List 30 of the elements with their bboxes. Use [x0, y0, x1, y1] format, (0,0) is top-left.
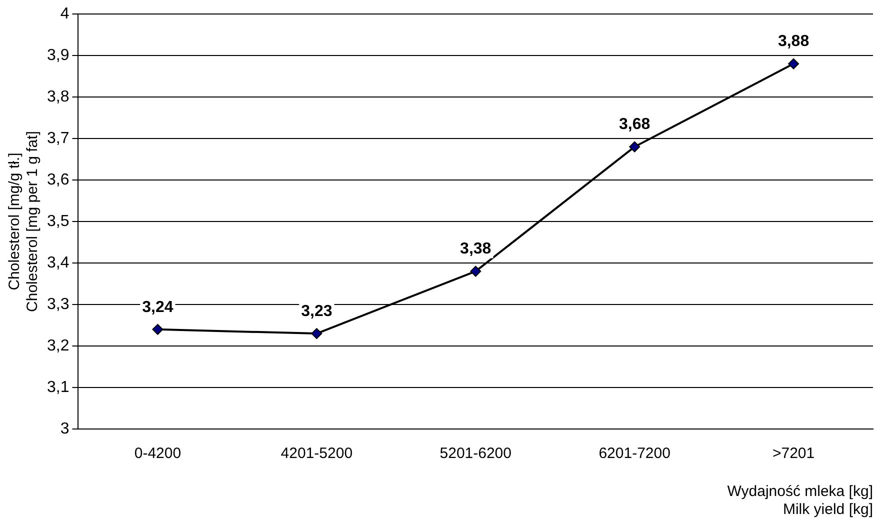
y-tick-label: 4	[60, 5, 70, 22]
point	[152, 324, 164, 335]
y-tick-label: 3,5	[46, 212, 70, 230]
text: Cholesterol [mg/g tł.]	[6, 152, 24, 290]
x-tick-label: 5201-6200	[440, 445, 512, 462]
y-tick-label: 3,3	[46, 296, 70, 313]
y-tick-label: 3,2	[46, 337, 70, 354]
y-tick-label: 3,4	[46, 254, 70, 272]
x-tick-label: >7201	[772, 445, 815, 462]
x-tick-label: 6201-7200	[598, 445, 670, 462]
data-label: 3,23	[301, 302, 332, 320]
data-label: 3,68	[619, 116, 650, 134]
y-tick-label: 3,7	[46, 130, 70, 147]
text: Wydajność mleka [kg]	[727, 483, 873, 500]
y-tick-label: 3,1	[46, 378, 70, 396]
y-tick-label: 3,8	[46, 88, 70, 106]
x-tick-label: 0-4200	[134, 445, 182, 462]
point	[788, 58, 800, 70]
y-tick-label: 3,6	[46, 171, 70, 188]
y-tick-label: 3	[60, 420, 70, 438]
data-label: 3,38	[460, 240, 492, 258]
point	[629, 141, 640, 152]
y-tick-label: 3,9	[46, 46, 70, 64]
point	[470, 266, 482, 277]
text: Milk yield [kg]	[782, 501, 873, 518]
data-label: 3,24	[142, 298, 174, 316]
point	[311, 328, 322, 340]
text: Cholesterol [mg per 1 g fat]	[24, 131, 42, 312]
x-tick-label: 4201-5200	[280, 445, 353, 462]
data-label: 3,88	[778, 33, 810, 50]
